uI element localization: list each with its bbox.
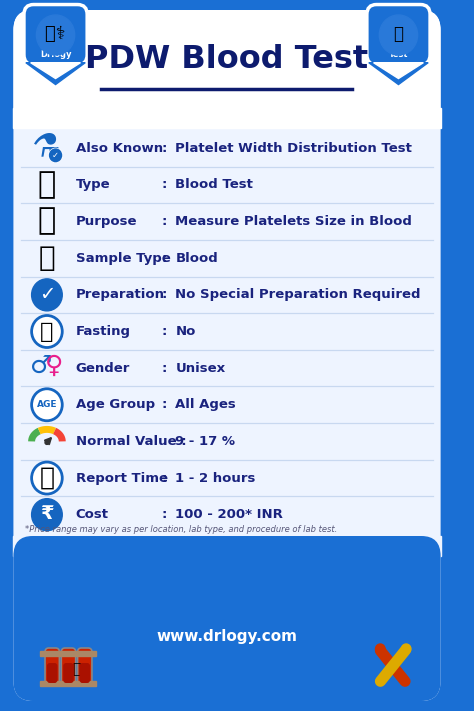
Text: Gender: Gender [76, 362, 130, 375]
Circle shape [45, 440, 49, 444]
Text: ✓: ✓ [52, 151, 59, 160]
Text: :: : [161, 471, 166, 484]
Text: 🍽: 🍽 [40, 321, 54, 341]
Polygon shape [26, 63, 85, 85]
FancyBboxPatch shape [367, 4, 430, 65]
Text: Drlogy: Drlogy [40, 50, 71, 60]
Text: 👨‍⚕️: 👨‍⚕️ [46, 25, 66, 43]
FancyBboxPatch shape [24, 4, 87, 65]
Text: Cost: Cost [76, 508, 109, 521]
FancyBboxPatch shape [45, 648, 59, 685]
Text: Test: Test [389, 50, 408, 60]
Circle shape [375, 644, 385, 654]
Text: :: : [161, 141, 166, 155]
Text: :: : [161, 362, 166, 375]
Text: Measure Platelets Size in Blood: Measure Platelets Size in Blood [175, 215, 412, 228]
FancyBboxPatch shape [13, 10, 441, 128]
Text: www.drlogy.com: www.drlogy.com [156, 629, 298, 643]
FancyBboxPatch shape [80, 663, 90, 683]
Text: Unisex: Unisex [175, 362, 226, 375]
Text: Blood: Blood [175, 252, 218, 264]
Text: 9 - 17 %: 9 - 17 % [175, 435, 235, 448]
Text: 🤲: 🤲 [393, 25, 403, 43]
Text: 🕐: 🕐 [39, 466, 55, 490]
Circle shape [401, 644, 411, 654]
Text: No Special Preparation Required: No Special Preparation Required [175, 289, 421, 301]
Polygon shape [369, 63, 428, 85]
Circle shape [49, 149, 62, 162]
Text: :: : [161, 252, 166, 264]
Bar [13, 108, 441, 128]
Text: Also Known: Also Known [76, 141, 163, 155]
FancyBboxPatch shape [13, 536, 441, 701]
Text: :: : [161, 178, 166, 191]
Text: 100 - 200* INR: 100 - 200* INR [175, 508, 283, 521]
Text: ✓: ✓ [39, 285, 55, 304]
Circle shape [36, 15, 75, 55]
Text: ♂: ♂ [30, 354, 52, 378]
Text: :: : [161, 508, 166, 521]
Text: ₹: ₹ [40, 504, 54, 523]
Circle shape [32, 279, 62, 311]
FancyBboxPatch shape [61, 648, 76, 685]
Text: Preparation: Preparation [76, 289, 164, 301]
Text: *Price range may vary as per location, lab type, and procedure of lab test.: *Price range may vary as per location, l… [25, 525, 337, 533]
Text: Age Group: Age Group [76, 398, 155, 411]
Circle shape [32, 498, 62, 530]
Text: PDW Blood Test: PDW Blood Test [85, 44, 369, 75]
FancyBboxPatch shape [63, 663, 74, 683]
Text: :: : [161, 289, 166, 301]
Circle shape [32, 462, 62, 494]
Text: Fasting: Fasting [76, 325, 131, 338]
FancyBboxPatch shape [13, 10, 441, 701]
Circle shape [379, 15, 418, 55]
FancyBboxPatch shape [78, 648, 92, 685]
Text: No: No [175, 325, 196, 338]
Text: Sample Type: Sample Type [76, 252, 171, 264]
Text: 1 - 2 hours: 1 - 2 hours [175, 471, 255, 484]
Text: 🧪: 🧪 [73, 662, 81, 676]
Text: All Ages: All Ages [175, 398, 236, 411]
Circle shape [32, 316, 62, 348]
Text: AGE: AGE [36, 400, 57, 410]
Bar [40, 651, 96, 656]
Polygon shape [374, 63, 423, 78]
Text: 💡: 💡 [38, 206, 56, 235]
FancyBboxPatch shape [47, 663, 57, 683]
Text: 🔬: 🔬 [38, 171, 56, 200]
Text: Blood Test: Blood Test [175, 178, 253, 191]
Text: Purpose: Purpose [76, 215, 137, 228]
Bar [40, 681, 96, 686]
Text: ♀: ♀ [45, 354, 63, 378]
Text: Type: Type [76, 178, 110, 191]
Text: :: : [161, 398, 166, 411]
Text: Platelet Width Distribution Test: Platelet Width Distribution Test [175, 141, 412, 155]
Bar [13, 536, 441, 556]
Polygon shape [31, 63, 81, 78]
Text: :: : [161, 325, 166, 338]
Circle shape [32, 389, 62, 421]
Text: 🧪: 🧪 [38, 244, 55, 272]
Text: ⚗: ⚗ [32, 130, 62, 163]
Text: :: : [161, 215, 166, 228]
Text: Normal Value :: Normal Value : [76, 435, 186, 448]
Text: Report Time: Report Time [76, 471, 168, 484]
Circle shape [49, 149, 62, 162]
